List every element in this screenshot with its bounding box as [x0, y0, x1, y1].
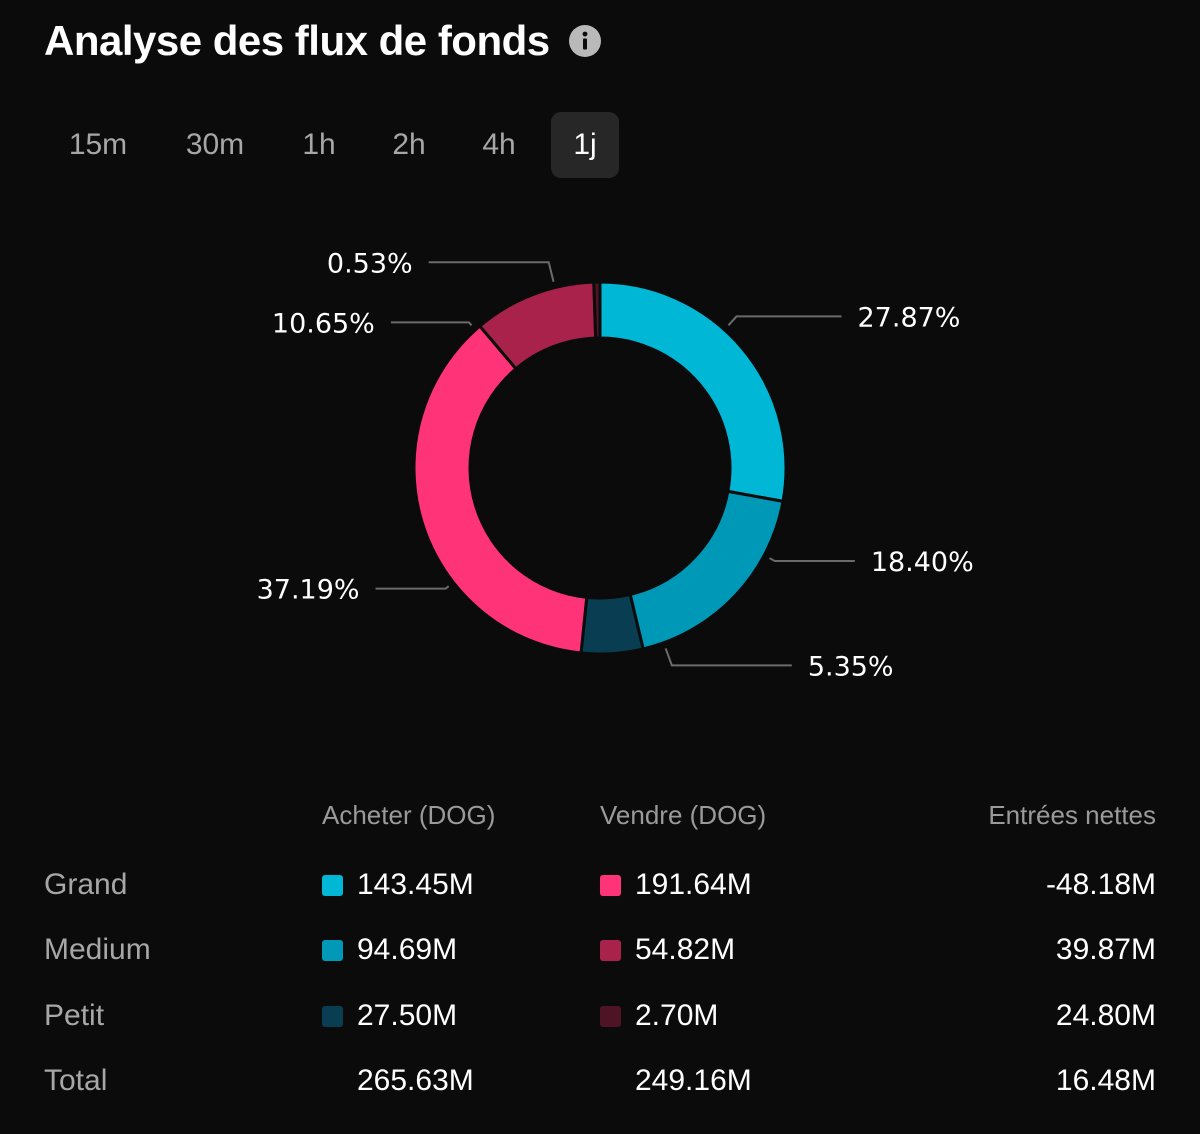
legend-swatch-icon — [322, 939, 343, 961]
buy-value: 143.45M — [357, 868, 474, 901]
slice-label: 27.87% — [858, 302, 961, 333]
donut-slice[interactable] — [628, 489, 785, 651]
legend-swatch-icon — [600, 1005, 621, 1027]
buy-total: 265.63M — [357, 1064, 474, 1097]
leader-line — [428, 261, 555, 282]
table-row: Grand 143.45M 191.64M -48.18M — [0, 860, 1200, 910]
row-label: Total — [44, 1064, 108, 1097]
row-label: Medium — [44, 933, 151, 966]
legend-swatch-icon — [600, 874, 621, 896]
donut-chart: 27.87% 18.40% 5.35% 37.19% 10.65% 0.53% — [257, 248, 974, 682]
leader-line — [664, 648, 792, 667]
tab-15m[interactable]: 15m — [68, 128, 128, 161]
table-row-total: Total 265.63M 249.16M 16.48M — [0, 1056, 1200, 1106]
buy-cell: 94.69M — [322, 925, 457, 975]
slice-label: 37.19% — [257, 575, 360, 606]
buy-cell: 143.45M — [322, 860, 474, 910]
tab-30m[interactable]: 30m — [185, 128, 245, 161]
legend-swatch-icon — [322, 874, 343, 896]
table-row: Petit 27.50M 2.70M 24.80M — [0, 991, 1200, 1041]
sell-cell: 54.82M — [600, 925, 735, 975]
buy-value: 27.50M — [357, 999, 458, 1032]
leader-line — [727, 315, 842, 326]
net-value: -48.18M — [1045, 868, 1156, 901]
leader-line — [390, 321, 473, 326]
donut-slice[interactable] — [592, 280, 602, 340]
sell-cell: 191.64M — [600, 860, 752, 910]
slice-label: 18.40% — [871, 547, 974, 578]
net-value: 24.80M — [1055, 999, 1156, 1032]
column-header-sell: Vendre (DOG) — [600, 800, 767, 830]
row-label: Petit — [44, 999, 105, 1032]
leader-line — [375, 585, 450, 590]
column-header-buy: Acheter (DOG) — [322, 800, 496, 830]
sell-total: 249.16M — [635, 1064, 752, 1097]
tab-2h[interactable]: 2h — [392, 128, 426, 161]
buy-cell: 27.50M — [322, 991, 457, 1041]
slice-label: 0.53% — [327, 248, 413, 279]
net-value: 39.87M — [1055, 933, 1156, 966]
donut-slice[interactable] — [598, 280, 788, 504]
sell-value: 54.82M — [635, 933, 736, 966]
sell-value: 2.70M — [635, 999, 719, 1032]
leader-line — [769, 557, 855, 562]
table-row: Medium 94.69M 54.82M 39.87M — [0, 925, 1200, 975]
page-title: Analyse des flux de fonds — [44, 17, 550, 64]
column-header-net: Entrées nettes — [988, 800, 1156, 830]
row-label: Grand — [44, 868, 128, 901]
info-icon[interactable] — [568, 24, 602, 58]
tab-4h[interactable]: 4h — [482, 128, 516, 161]
sell-value: 191.64M — [635, 868, 752, 901]
slice-label: 5.35% — [808, 651, 894, 682]
tab-1j[interactable]: 1j — [551, 112, 619, 178]
tab-1h[interactable]: 1h — [302, 128, 336, 161]
buy-value: 94.69M — [357, 933, 458, 966]
slice-label: 10.65% — [272, 308, 375, 339]
header: Analyse des flux de fonds — [44, 14, 602, 68]
legend-swatch-icon — [322, 1005, 343, 1027]
sell-cell: 2.70M — [600, 991, 718, 1041]
donut-slice[interactable] — [412, 323, 589, 655]
legend-swatch-icon — [600, 939, 621, 961]
net-total: 16.48M — [1055, 1064, 1156, 1097]
